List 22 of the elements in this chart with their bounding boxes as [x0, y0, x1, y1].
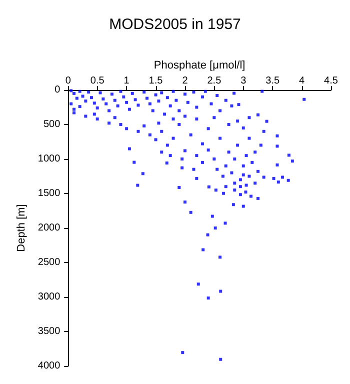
y-tick-label: 3500	[38, 326, 61, 337]
y-tick-label: 1500	[38, 188, 61, 199]
x-tick-label: 0.5	[90, 76, 105, 86]
y-tick-label: 2500	[38, 257, 61, 268]
x-tick-label: 4.5	[324, 76, 338, 86]
x-tick-label: 2.5	[207, 76, 222, 86]
x-tick-label: 3.5	[266, 76, 280, 86]
y-tick-label: 1000	[38, 154, 61, 164]
y-tick-label: 2000	[38, 222, 61, 234]
chart-title: MODS2005 in 1957	[109, 16, 241, 33]
x-tick-label: 4	[299, 76, 306, 86]
x-tick-label: 2	[182, 76, 188, 86]
y-tick-label: 0	[54, 84, 61, 96]
x-axis-title: Phosphate [μmol/l]	[154, 60, 246, 72]
x-tick-label: 1	[124, 76, 130, 86]
x-tick-label: 0	[65, 76, 72, 86]
y-tick-label: 3000	[38, 292, 61, 302]
y-tick-label: 4000	[38, 360, 61, 372]
x-tick-label: 1.5	[148, 76, 164, 86]
x-tick-label: 3	[240, 76, 247, 86]
y-tick-label: 500	[43, 119, 61, 130]
y-axis-title: Depth [m]	[16, 204, 28, 252]
